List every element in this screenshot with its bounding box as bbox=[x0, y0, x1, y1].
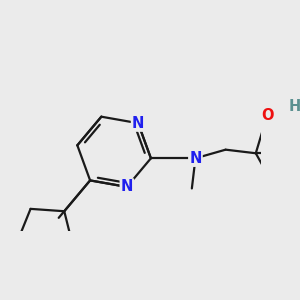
Text: N: N bbox=[132, 116, 144, 131]
Text: O: O bbox=[261, 108, 273, 123]
Text: H: H bbox=[288, 99, 300, 114]
Text: N: N bbox=[121, 179, 133, 194]
Text: N: N bbox=[189, 151, 202, 166]
